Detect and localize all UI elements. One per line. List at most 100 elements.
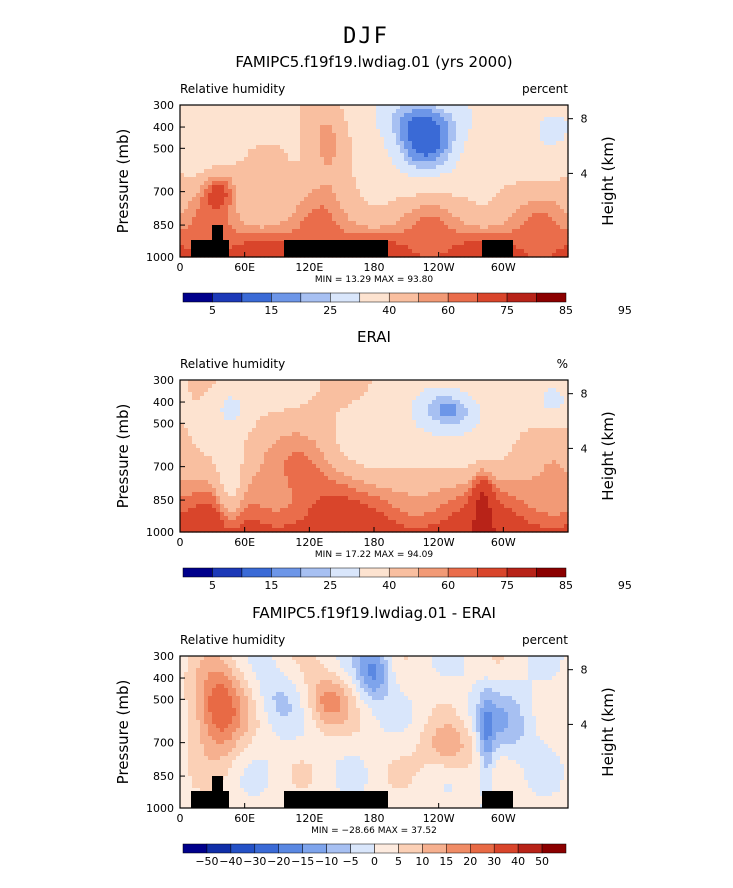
y-tick-label: 500	[153, 693, 174, 706]
colorbar-swatch	[241, 567, 272, 578]
units-label: percent	[522, 82, 568, 96]
colorbar-swatch	[330, 292, 361, 303]
colorbar-label: 5	[209, 579, 216, 592]
colorbar-swatch	[388, 292, 419, 303]
panel-1: FAMIPC5.f19f19.lwdiag.01 (yrs 2000) Relat…	[114, 53, 632, 317]
colorbar-swatch	[182, 567, 213, 578]
y-tick-label: 400	[153, 672, 174, 685]
height-tick-label: 4	[581, 442, 588, 455]
x-tick-label: 120W	[423, 536, 455, 549]
x-tick-label: 180	[364, 261, 385, 274]
colorbar-swatch	[359, 567, 390, 578]
figure-suptitle: DJF	[343, 24, 389, 49]
colorbar-label: 15	[264, 304, 278, 317]
colorbar-swatch	[447, 292, 478, 303]
colorbar-swatch	[506, 567, 537, 578]
colorbar-label: 60	[441, 304, 455, 317]
height-tick-label: 8	[581, 113, 588, 126]
y-tick-label: 400	[153, 121, 174, 134]
colorbar-swatch	[300, 292, 331, 303]
panel-title: ERAI	[357, 328, 391, 346]
colorbar-label: 5	[209, 304, 216, 317]
colorbar-swatch	[330, 567, 361, 578]
colorbar-swatch	[517, 843, 543, 854]
x-tick-label: 60E	[234, 536, 255, 549]
y-axis-label: Pressure (mb)	[114, 680, 132, 785]
x-tick-label: 60E	[234, 261, 255, 274]
colorbar-swatch	[212, 292, 243, 303]
colorbar-swatch	[374, 843, 399, 854]
colorbar-label: 50	[535, 855, 549, 868]
y-tick-label: 700	[153, 186, 174, 199]
colorbar-swatch	[541, 843, 567, 854]
x-tick-label: 60W	[491, 812, 516, 825]
colorbar-swatch	[302, 843, 327, 854]
colorbar-label: 25	[323, 579, 337, 592]
y-tick-label: 850	[153, 219, 174, 232]
x-tick-label: 60W	[491, 536, 516, 549]
colorbar: −50 −40 −30 −20 −15 −10 −5 0 5 10 15 20 30 40 50	[182, 843, 567, 868]
contour-field	[180, 105, 569, 258]
colorbar-swatch	[212, 567, 243, 578]
y-axis-label: Pressure (mb)	[114, 404, 132, 509]
colorbar-swatch	[254, 843, 279, 854]
colorbar-label: 95	[618, 304, 632, 317]
colorbar-swatch	[470, 843, 495, 854]
colorbar-swatch	[326, 843, 351, 854]
y-tick-label: 1000	[146, 251, 174, 264]
colorbar-label: 60	[441, 579, 455, 592]
y-tick-label: 850	[153, 770, 174, 783]
colorbar-swatch	[418, 292, 449, 303]
y-tick-label: 1000	[146, 526, 174, 539]
x-tick-label: 60W	[491, 261, 516, 274]
topography-mask	[191, 776, 513, 808]
colorbar-label: 40	[382, 304, 396, 317]
colorbar-label: 25	[323, 304, 337, 317]
colorbar-swatch	[271, 567, 302, 578]
colorbar-label: 20	[463, 855, 477, 868]
colorbar-label: 75	[500, 304, 514, 317]
colorbar-swatch	[506, 292, 537, 303]
colorbar-label: 15	[439, 855, 453, 868]
y-tick-label: 500	[153, 142, 174, 155]
contour-field	[180, 656, 569, 809]
colorbar-label: −5	[342, 855, 358, 868]
x-tick-label: 0	[177, 812, 184, 825]
colorbar-label: −40	[219, 855, 242, 868]
colorbar: 5 15 25 40 60 75 85 95	[182, 567, 632, 592]
x-tick-label: 180	[364, 536, 385, 549]
height-tick-label: 4	[581, 718, 588, 731]
panel-title: FAMIPC5.f19f19.lwdiag.01 - ERAI	[252, 604, 496, 622]
colorbar-swatch	[278, 843, 303, 854]
colorbar-swatch	[398, 843, 423, 854]
y-tick-label: 1000	[146, 802, 174, 815]
colorbar-label: 85	[559, 579, 573, 592]
colorbar-swatch	[359, 292, 390, 303]
units-label: percent	[522, 633, 568, 647]
y-tick-label: 500	[153, 417, 174, 430]
y-tick-label: 400	[153, 396, 174, 409]
colorbar-swatch	[477, 292, 508, 303]
colorbar-swatch	[230, 843, 256, 854]
colorbar-swatch	[493, 843, 519, 854]
colorbar-swatch	[271, 292, 302, 303]
colorbar-swatch	[182, 292, 213, 303]
x-tick-label: 120W	[423, 812, 455, 825]
colorbar-swatch	[422, 843, 447, 854]
x-tick-label: 0	[177, 536, 184, 549]
colorbar-swatch	[477, 567, 508, 578]
panel-3: FAMIPC5.f19f19.lwdiag.01 - ERAI Relative …	[114, 604, 617, 868]
colorbar-swatch	[206, 843, 232, 854]
colorbar-swatch	[350, 843, 375, 854]
y-tick-label: 700	[153, 461, 174, 474]
colorbar-swatch	[446, 843, 471, 854]
right-axis-label: Height (km)	[599, 687, 617, 776]
right-axis-label: Height (km)	[599, 411, 617, 500]
variable-label: Relative humidity	[180, 633, 285, 647]
colorbar-swatch	[300, 567, 331, 578]
x-tick-label: 120E	[295, 261, 323, 274]
y-tick-label: 700	[153, 737, 174, 750]
colorbar-swatch	[182, 843, 208, 854]
